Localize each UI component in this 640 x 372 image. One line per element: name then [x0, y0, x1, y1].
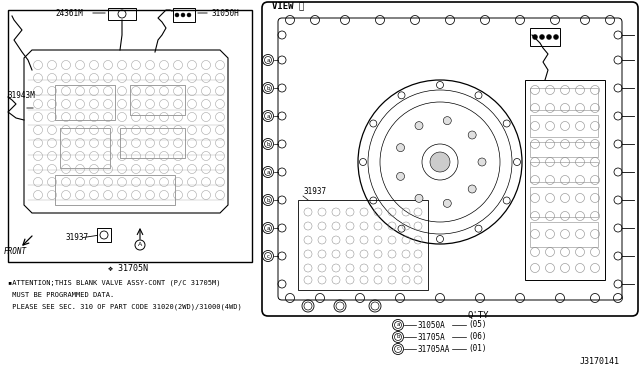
- Circle shape: [415, 122, 423, 129]
- Bar: [8, 10, 252, 262]
- Text: a: a: [266, 225, 269, 231]
- Text: 31050A: 31050A: [418, 321, 445, 330]
- Bar: [525, 80, 605, 280]
- Text: a: a: [396, 323, 400, 327]
- Text: (01): (01): [468, 344, 486, 353]
- Circle shape: [430, 152, 450, 172]
- Bar: [173, 8, 195, 22]
- Bar: [530, 187, 598, 217]
- Text: b: b: [396, 334, 400, 340]
- Text: b: b: [266, 141, 269, 147]
- Text: c: c: [397, 346, 399, 352]
- Text: 24361M: 24361M: [55, 9, 83, 17]
- Bar: [298, 200, 428, 290]
- Text: 31943M: 31943M: [8, 90, 36, 99]
- Circle shape: [547, 35, 552, 39]
- Text: MUST BE PROGRAMMED DATA.: MUST BE PROGRAMMED DATA.: [8, 292, 115, 298]
- Text: 31705A: 31705A: [418, 333, 445, 341]
- Bar: [60, 128, 110, 168]
- Circle shape: [444, 117, 451, 125]
- Circle shape: [468, 185, 476, 193]
- Circle shape: [478, 158, 486, 166]
- Text: a: a: [266, 58, 269, 62]
- Bar: [530, 88, 598, 110]
- Circle shape: [397, 172, 404, 180]
- Bar: [55, 85, 115, 120]
- Text: 31050H: 31050H: [211, 9, 239, 17]
- Text: ▪ATTENTION;THIS BLANK VALVE ASSY-CONT (P/C 31705M): ▪ATTENTION;THIS BLANK VALVE ASSY-CONT (P…: [8, 280, 221, 286]
- Text: (05): (05): [468, 321, 486, 330]
- Circle shape: [181, 13, 185, 17]
- Text: FRONT: FRONT: [3, 247, 27, 257]
- Text: (06): (06): [468, 333, 486, 341]
- Text: a: a: [266, 113, 269, 119]
- Bar: [530, 115, 598, 137]
- Bar: [130, 85, 185, 115]
- Circle shape: [468, 131, 476, 139]
- Text: PLEASE SEE SEC. 310 OF PART CODE 31020(2WD)/31000(4WD): PLEASE SEE SEC. 310 OF PART CODE 31020(2…: [8, 304, 242, 310]
- Text: VIEW Ⓐ: VIEW Ⓐ: [272, 1, 304, 10]
- Text: a: a: [266, 170, 269, 174]
- Circle shape: [540, 35, 545, 39]
- Bar: [55, 175, 175, 205]
- Text: J3170141: J3170141: [580, 357, 620, 366]
- Text: ❖ 31705N: ❖ 31705N: [108, 263, 148, 273]
- Text: Q'TY: Q'TY: [467, 311, 489, 320]
- Text: 31937: 31937: [303, 187, 326, 196]
- Circle shape: [532, 35, 538, 39]
- Text: b: b: [266, 198, 269, 202]
- Circle shape: [175, 13, 179, 17]
- Text: b: b: [266, 86, 269, 90]
- Circle shape: [415, 195, 423, 202]
- Circle shape: [397, 144, 404, 152]
- Circle shape: [554, 35, 559, 39]
- Text: c: c: [266, 253, 269, 259]
- Text: A: A: [138, 243, 142, 247]
- Circle shape: [187, 13, 191, 17]
- Bar: [530, 222, 598, 247]
- Bar: [108, 8, 136, 20]
- Bar: [530, 28, 560, 46]
- Bar: [530, 162, 598, 182]
- Bar: [530, 142, 598, 157]
- Circle shape: [444, 199, 451, 207]
- Bar: [120, 128, 185, 158]
- Bar: [97, 228, 111, 242]
- Text: 31937: 31937: [65, 234, 88, 243]
- Text: 31705AA: 31705AA: [418, 344, 451, 353]
